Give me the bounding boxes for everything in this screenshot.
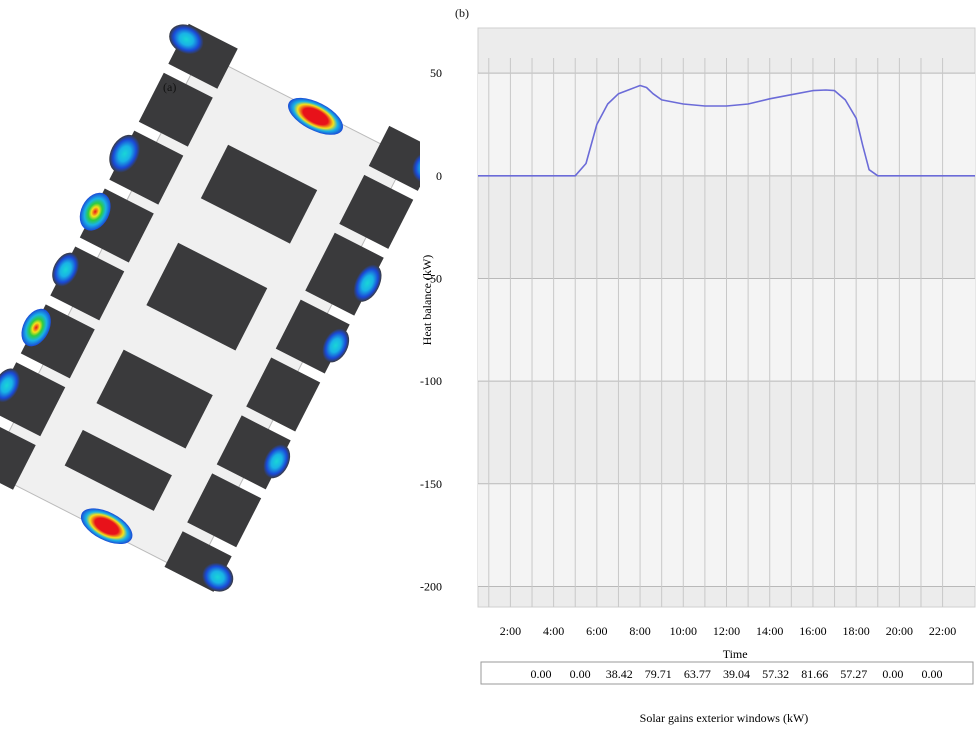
solar-gain-value: 79.71 (645, 667, 672, 681)
chart-panel: (b) 50 0 -50 -100 -150 -200 2:00 4:00 6:00 8:00 1… (400, 0, 977, 732)
series-line (478, 84, 975, 177)
x-tick-label: 18:00 (842, 624, 869, 638)
solar-gain-value: 63.77 (684, 667, 711, 681)
x-axis-label: Time (723, 647, 748, 661)
solar-gains-table (480, 661, 974, 685)
y-tick-label: -150 (420, 477, 442, 491)
y-tick-label: -50 (426, 271, 442, 285)
solar-gain-value: 57.32 (762, 667, 789, 681)
solar-gain-value: 0.00 (922, 667, 943, 681)
x-tick-label: 12:00 (713, 624, 740, 638)
x-tick-label: 14:00 (756, 624, 783, 638)
solar-gain-value: 57.27 (840, 667, 867, 681)
x-tick-label: 6:00 (586, 624, 607, 638)
x-tick-label: 10:00 (670, 624, 697, 638)
panel-a-label: (a) (163, 80, 177, 94)
solar-gain-value: 38.42 (606, 667, 633, 681)
y-tick-label: -200 (420, 579, 442, 593)
y-tick-label: 50 (430, 66, 442, 80)
y-tick-label: -100 (420, 374, 442, 388)
x-tick-label: 4:00 (543, 624, 564, 638)
x-tick-label: 22:00 (929, 624, 956, 638)
solar-gain-value: 0.00 (570, 667, 591, 681)
solar-gain-value: 81.66 (801, 667, 828, 681)
x-tick-label: 16:00 (799, 624, 826, 638)
solar-gain-value: 0.00 (882, 667, 903, 681)
building-plan (0, 23, 441, 592)
y-axis-label: Heat balance (kW) (420, 255, 434, 346)
x-tick-label: 20:00 (886, 624, 913, 638)
y-tick-label: 0 (436, 169, 442, 183)
heat-balance-chart: 50 0 -50 -100 -150 -200 2:00 4:00 6:00 8:00 10:00… (420, 27, 976, 725)
solar-gains-table-label: Solar gains exterior windows (kW) (640, 711, 809, 725)
x-tick-label: 8:00 (629, 624, 650, 638)
floor-plan-image (0, 23, 441, 592)
panel-b-label: (b) (455, 6, 469, 20)
solar-gain-value: 0.00 (531, 667, 552, 681)
solar-gain-value: 39.04 (723, 667, 750, 681)
x-tick-label: 2:00 (500, 624, 521, 638)
floor-plan-panel: (a) (0, 0, 441, 732)
